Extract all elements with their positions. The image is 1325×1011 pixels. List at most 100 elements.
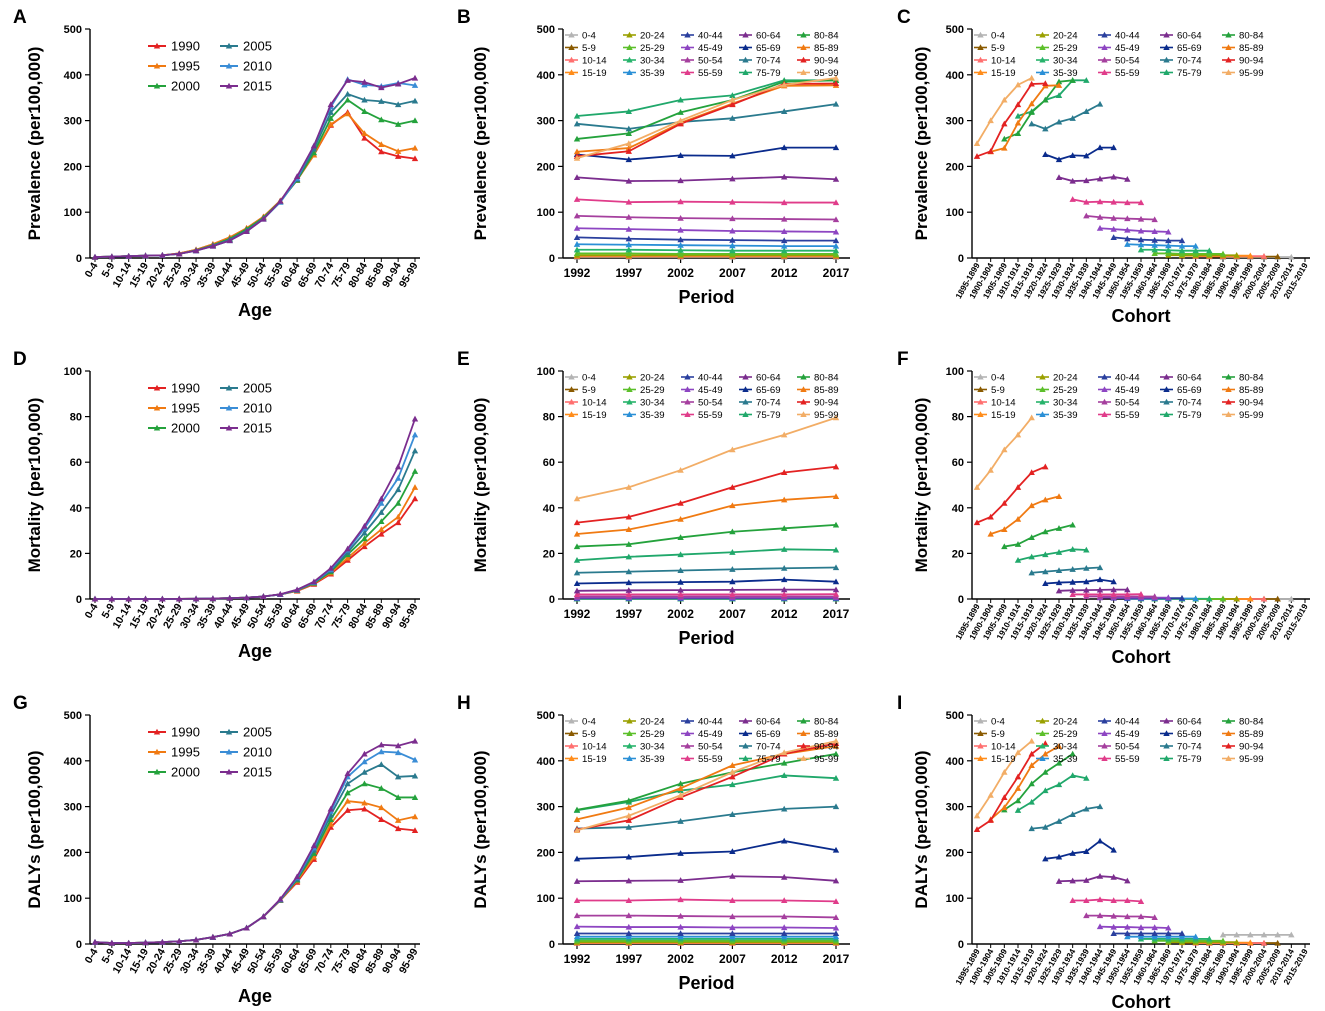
data-point bbox=[1165, 250, 1172, 256]
data-point bbox=[1192, 247, 1199, 254]
data-point bbox=[625, 912, 632, 919]
data-point bbox=[1028, 798, 1035, 805]
series-75-79 bbox=[1014, 546, 1090, 563]
legend-marker bbox=[1039, 31, 1046, 38]
y-tick-label: 200 bbox=[946, 847, 964, 859]
data-point bbox=[677, 930, 684, 937]
data-point bbox=[625, 933, 632, 940]
series-line bbox=[576, 146, 836, 161]
data-point bbox=[192, 247, 200, 254]
legend-label: 45-49 bbox=[698, 385, 723, 396]
data-point bbox=[1274, 595, 1281, 602]
data-point bbox=[411, 495, 419, 502]
data-point bbox=[1178, 247, 1186, 254]
legend-item: 85-89 bbox=[1222, 729, 1264, 740]
data-point bbox=[327, 816, 334, 822]
legend-label: 1995 bbox=[171, 59, 200, 74]
data-point bbox=[310, 149, 318, 156]
series-45-49 bbox=[573, 225, 840, 235]
legend-marker bbox=[800, 742, 807, 749]
legend-item: 95-99 bbox=[1222, 410, 1264, 421]
series-line bbox=[976, 82, 1046, 158]
legend-marker bbox=[684, 386, 691, 393]
y-tick-label: 500 bbox=[537, 710, 555, 722]
data-point bbox=[1247, 931, 1254, 938]
y-tick-label: 400 bbox=[946, 70, 964, 82]
legend-label: 1990 bbox=[171, 381, 200, 396]
data-point bbox=[1042, 855, 1049, 862]
data-point bbox=[1028, 109, 1035, 115]
data-point bbox=[1083, 848, 1090, 855]
data-point bbox=[1028, 469, 1035, 476]
data-point bbox=[226, 237, 233, 244]
data-point bbox=[1247, 252, 1254, 259]
data-point bbox=[1110, 897, 1117, 904]
data-point bbox=[832, 74, 840, 81]
y-axis-label: Prevalence (per100,000) bbox=[912, 47, 931, 241]
data-point bbox=[1165, 242, 1172, 249]
legend-item: 15-19 bbox=[974, 754, 1016, 765]
data-point bbox=[677, 912, 684, 919]
legend-marker bbox=[800, 373, 807, 380]
data-point bbox=[1001, 120, 1008, 127]
data-point bbox=[1096, 214, 1104, 220]
x-tick-label: 0-4 bbox=[83, 946, 101, 965]
series-70-74 bbox=[1028, 803, 1104, 832]
legend-marker bbox=[153, 424, 161, 431]
legend-item: 2005 bbox=[220, 381, 272, 396]
y-tick-label: 40 bbox=[543, 503, 555, 515]
data-point bbox=[1110, 214, 1117, 221]
data-point bbox=[361, 769, 368, 775]
legend-item: 5-9 bbox=[974, 43, 1005, 54]
y-tick-label: 100 bbox=[537, 366, 555, 378]
data-point bbox=[832, 586, 840, 593]
legend-label: 90-94 bbox=[814, 56, 839, 67]
series-90-94 bbox=[573, 463, 840, 526]
y-tick-label: 200 bbox=[537, 847, 555, 859]
legend-marker bbox=[800, 56, 807, 63]
legend-item: 75-79 bbox=[739, 754, 781, 765]
series-line bbox=[1086, 914, 1155, 919]
legend-marker bbox=[1163, 730, 1170, 737]
legend-marker bbox=[800, 398, 807, 405]
data-point bbox=[832, 493, 840, 499]
legend-label: 10-14 bbox=[582, 56, 607, 67]
data-point bbox=[573, 543, 581, 550]
data-point bbox=[1069, 811, 1076, 817]
legend-label: 70-74 bbox=[1177, 56, 1202, 67]
legend-marker bbox=[225, 728, 233, 735]
legend-marker bbox=[800, 755, 807, 762]
data-point bbox=[1014, 797, 1022, 804]
data-point bbox=[378, 748, 385, 755]
series-2005 bbox=[91, 447, 419, 602]
legend-marker bbox=[626, 398, 633, 405]
data-point bbox=[1055, 78, 1063, 85]
data-point bbox=[361, 522, 368, 529]
data-point bbox=[1110, 198, 1117, 205]
legend-label: 95-99 bbox=[814, 754, 839, 765]
legend-label: 65-69 bbox=[756, 385, 781, 396]
legend-label: 95-99 bbox=[1239, 68, 1264, 79]
data-point bbox=[209, 595, 217, 602]
y-axis-label: Mortality (per100,000) bbox=[912, 398, 931, 573]
legend-marker bbox=[626, 411, 633, 418]
y-tick-label: 500 bbox=[64, 710, 82, 722]
series-line bbox=[990, 495, 1060, 535]
data-point bbox=[411, 447, 419, 454]
data-point bbox=[677, 586, 684, 593]
legend-marker bbox=[1039, 386, 1046, 393]
legend-label: 15-19 bbox=[582, 754, 607, 765]
data-point bbox=[1192, 933, 1199, 940]
legend-item: 40-44 bbox=[681, 31, 723, 42]
data-point bbox=[1055, 493, 1063, 499]
chart-panel-E: E Mortality (per100,000) 0 20 40 60 80 100 1992 1… bbox=[457, 349, 850, 648]
data-point bbox=[1137, 215, 1145, 222]
data-point bbox=[108, 253, 116, 260]
data-point bbox=[378, 495, 385, 502]
legend-label: 25-29 bbox=[640, 43, 665, 54]
data-point bbox=[361, 130, 368, 136]
legend-item: 75-79 bbox=[1160, 754, 1202, 765]
data-point bbox=[411, 737, 419, 744]
legend-marker bbox=[800, 69, 807, 76]
data-point bbox=[1165, 594, 1172, 601]
